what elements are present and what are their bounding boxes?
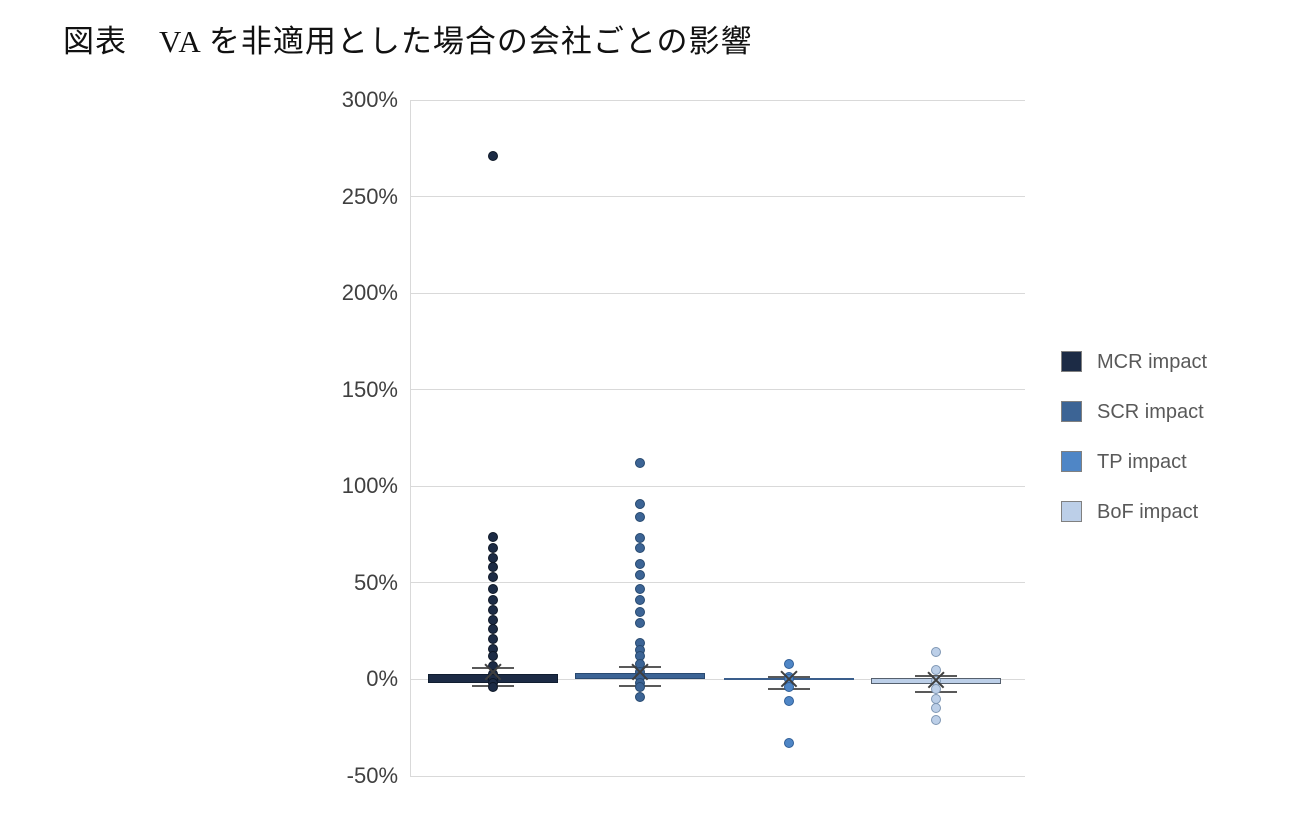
mean-marker-SCR impact [629,661,651,683]
legend-item-tp: TP impact [1061,451,1207,501]
y-tick-label: 50% [353,569,398,595]
data-dot-BoF impact [931,647,941,658]
data-dot-TP impact [784,695,794,706]
data-dot-SCR impact [635,682,645,693]
mean-marker-MCR impact [482,661,504,683]
data-dot-SCR impact [635,618,645,629]
chart-title: 図表 VA を非適用とした場合の会社ごとの影響 [63,24,753,59]
data-dot-MCR impact [488,562,498,573]
gridline-200% [410,292,1025,294]
data-dot-SCR impact [635,512,645,523]
legend-swatch-mcr-icon [1061,351,1082,372]
data-dot-MCR impact [488,624,498,635]
y-tick-label: 0% [366,666,398,692]
data-dot-MCR impact [488,614,498,625]
data-dot-TP impact [784,658,794,669]
y-axis-line [410,100,411,776]
y-tick-label: 150% [341,376,398,402]
data-dot-MCR impact [488,633,498,644]
data-dot-MCR impact [488,543,498,554]
data-dot-TP impact [784,682,794,693]
gridline-300% [410,99,1025,101]
data-dot-BoF impact [931,693,941,704]
upper-whisker-cap-BoF impact [915,674,957,677]
data-dot-SCR impact [635,558,645,569]
data-dot-MCR impact [488,552,498,563]
data-dot-SCR impact [635,583,645,594]
y-tick-label: 300% [341,87,398,112]
gridline-50% [410,582,1025,584]
data-dot-BoF impact [931,714,941,725]
data-dot-TP impact [784,738,794,749]
gridline--50% [410,775,1025,777]
legend-label-bof: BoF impact [1097,501,1199,523]
data-dot-SCR impact [635,691,645,702]
gridline-0% [410,678,1025,680]
data-dot-MCR impact [488,583,498,594]
legend-label-tp: TP impact [1097,451,1187,473]
data-dot-MCR impact [488,604,498,615]
data-dot-MCR impact [488,651,498,662]
data-dot-SCR impact [635,498,645,509]
legend-swatch-bof-icon [1061,501,1082,522]
gridline-150% [410,389,1025,391]
data-dot-SCR impact [635,595,645,606]
data-dot-BoF impact [931,664,941,675]
data-dot-SCR impact [635,570,645,581]
mean-marker-TP impact [778,668,800,690]
chart-legend: MCR impact SCR impact TP impact BoF impa… [1061,351,1207,551]
data-dot-MCR impact [488,682,498,693]
legend-label-mcr: MCR impact [1097,351,1208,373]
data-dot-MCR impact [488,531,498,542]
gridline-100% [410,485,1025,487]
y-tick-label: 100% [341,473,398,499]
data-dot-SCR impact [635,533,645,544]
data-dot-MCR impact [488,151,498,161]
y-tick-label: -50% [346,763,398,788]
legend-item-mcr: MCR impact [1061,351,1207,401]
legend-swatch-tp-icon [1061,451,1082,472]
data-dot-MCR impact [488,572,498,583]
data-dot-BoF impact [931,703,941,714]
data-dot-MCR impact [488,595,498,606]
y-tick-label: 200% [341,280,398,306]
gridline-250% [410,196,1025,198]
legend-item-bof: BoF impact [1061,501,1207,551]
data-dot-SCR impact [635,458,645,469]
mean-marker-BoF impact [925,669,947,691]
legend-swatch-scr-icon [1061,401,1082,422]
data-dot-BoF impact [931,684,941,695]
data-dot-SCR impact [635,543,645,554]
data-dot-SCR impact [635,606,645,617]
legend-item-scr: SCR impact [1061,401,1207,451]
legend-label-scr: SCR impact [1097,401,1204,423]
y-tick-label: 250% [341,183,398,209]
